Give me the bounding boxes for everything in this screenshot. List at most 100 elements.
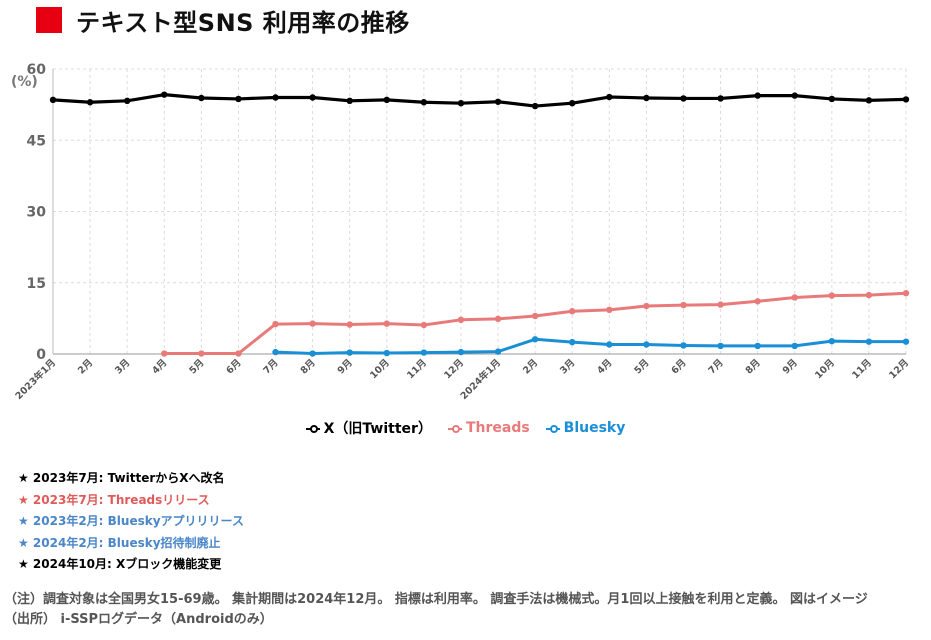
data-point — [383, 349, 390, 357]
data-point — [754, 298, 761, 305]
data-point — [161, 350, 168, 357]
data-point — [494, 98, 502, 105]
data-point — [791, 92, 798, 99]
data-point — [457, 100, 465, 107]
data-point — [346, 321, 353, 328]
x-tick-label: 10月 — [368, 357, 392, 381]
legend-label: Threads — [465, 420, 530, 436]
data-point — [680, 301, 687, 309]
x-tick-label: 10月 — [813, 357, 837, 381]
data-point — [754, 92, 761, 99]
title-square-icon — [36, 7, 62, 33]
data-point — [865, 97, 873, 104]
y-tick-label: 15 — [27, 276, 46, 292]
legend-label: Bluesky — [563, 420, 626, 436]
x-tick-label: 5月 — [187, 357, 206, 376]
data-point — [309, 320, 316, 327]
data-point — [865, 291, 873, 299]
event-note: ★ 2023年7月: TwitterからXへ改名 — [18, 471, 225, 485]
x-tick-label: 4月 — [595, 357, 614, 376]
x-tick-label: 7月 — [261, 357, 280, 376]
event-notes: ★ 2023年7月: TwitterからXへ改名 ★ 2023年7月: Threa… — [18, 468, 244, 576]
data-point — [569, 338, 576, 346]
data-point — [420, 321, 428, 329]
data-point — [791, 342, 798, 350]
event-note: ★ 2024年2月: Bluesky招待制廃止 — [18, 535, 221, 550]
y-unit-label: (%) — [11, 74, 38, 90]
footer: （注）調査対象は全国男女15-69歳。 集計期間は2024年12月。 指標は利用… — [4, 590, 868, 630]
data-point — [717, 95, 724, 102]
data-point — [272, 94, 279, 101]
legend-line-marker-icon — [447, 423, 462, 433]
data-point — [198, 350, 205, 357]
x-tick-label: 3月 — [558, 357, 577, 376]
data-point — [346, 349, 353, 356]
data-point — [643, 302, 650, 310]
footer-note: （注）調査対象は全国男女15-69歳。 集計期間は2024年12月。 指標は利用… — [4, 592, 868, 607]
data-point — [420, 99, 428, 106]
data-point — [865, 338, 873, 345]
legend-item-bluesky[interactable]: Bluesky — [545, 418, 626, 438]
data-point — [791, 294, 798, 301]
y-tick-label: 30 — [27, 205, 47, 221]
data-point — [383, 96, 390, 104]
title-block: テキスト型SNS 利用率の推移 — [36, 2, 410, 38]
data-point — [494, 315, 502, 323]
x-tick-label: 2024年1月 — [458, 357, 503, 402]
event-note: ★ 2023年2月: Blueskyアプリリリース — [18, 514, 244, 528]
chart-legend: X（旧Twitter） Threads Bluesky — [0, 418, 931, 438]
data-point — [680, 95, 687, 102]
data-point — [643, 341, 650, 348]
footer-source: （出所） i-SSPログデータ（Androidのみ） — [4, 612, 273, 627]
data-point — [235, 350, 242, 357]
data-point — [346, 97, 353, 105]
data-point — [49, 96, 57, 104]
x-tick-label: 8月 — [744, 357, 763, 376]
data-point — [606, 306, 613, 314]
data-point — [457, 348, 465, 356]
data-point — [717, 342, 724, 350]
data-point — [309, 94, 316, 101]
legend-label: X（旧Twitter） — [323, 421, 432, 437]
line-chart: 0 15 30 45 60(%) 2023年1月 2月 3月 4月 5月 6月 7月 8月 9月 10月 11… — [11, 62, 911, 402]
data-point — [606, 341, 613, 348]
x-tick-label: 4月 — [150, 357, 169, 376]
data-point — [123, 97, 131, 105]
data-point — [828, 292, 836, 299]
y-tick-label: 45 — [27, 133, 46, 149]
data-point — [680, 342, 687, 349]
x-tick-label: 12月 — [442, 357, 466, 381]
legend-line-marker-icon — [545, 423, 560, 433]
data-point — [902, 96, 910, 103]
x-tick-label: 2月 — [521, 357, 540, 376]
event-note: ★ 2024年10月: Xブロック機能変更 — [18, 557, 222, 571]
x-tick-label: 12月 — [887, 357, 911, 381]
x-tick-label: 7月 — [707, 357, 726, 376]
data-point — [902, 290, 910, 297]
x-tick-label: 6月 — [669, 357, 688, 376]
x-tick-label: 3月 — [113, 357, 132, 376]
data-point — [531, 102, 539, 110]
data-point — [531, 312, 539, 320]
x-tick-label: 9月 — [336, 357, 355, 376]
data-point — [86, 99, 94, 106]
data-point — [531, 336, 539, 343]
x-tick-label: 2023年1月 — [13, 357, 58, 402]
x-tick-label: 9月 — [781, 357, 800, 376]
data-point — [569, 100, 576, 107]
legend-item-threads[interactable]: Threads — [447, 418, 530, 438]
event-note: ★ 2023年7月: Threadsリリース — [18, 492, 210, 507]
x-tick-label: 11月 — [405, 357, 429, 381]
data-point — [754, 342, 761, 350]
legend-item-x[interactable]: X（旧Twitter） — [305, 418, 432, 438]
x-tick-label: 8月 — [299, 357, 318, 376]
data-point — [494, 348, 502, 355]
x-tick-label: 11月 — [850, 357, 874, 381]
legend-line-marker-icon — [305, 423, 320, 433]
data-point — [309, 350, 316, 357]
data-point — [420, 349, 428, 356]
data-point — [643, 94, 650, 102]
data-point — [272, 348, 279, 356]
x-tick-label: 2月 — [76, 357, 95, 376]
data-point — [383, 320, 390, 327]
